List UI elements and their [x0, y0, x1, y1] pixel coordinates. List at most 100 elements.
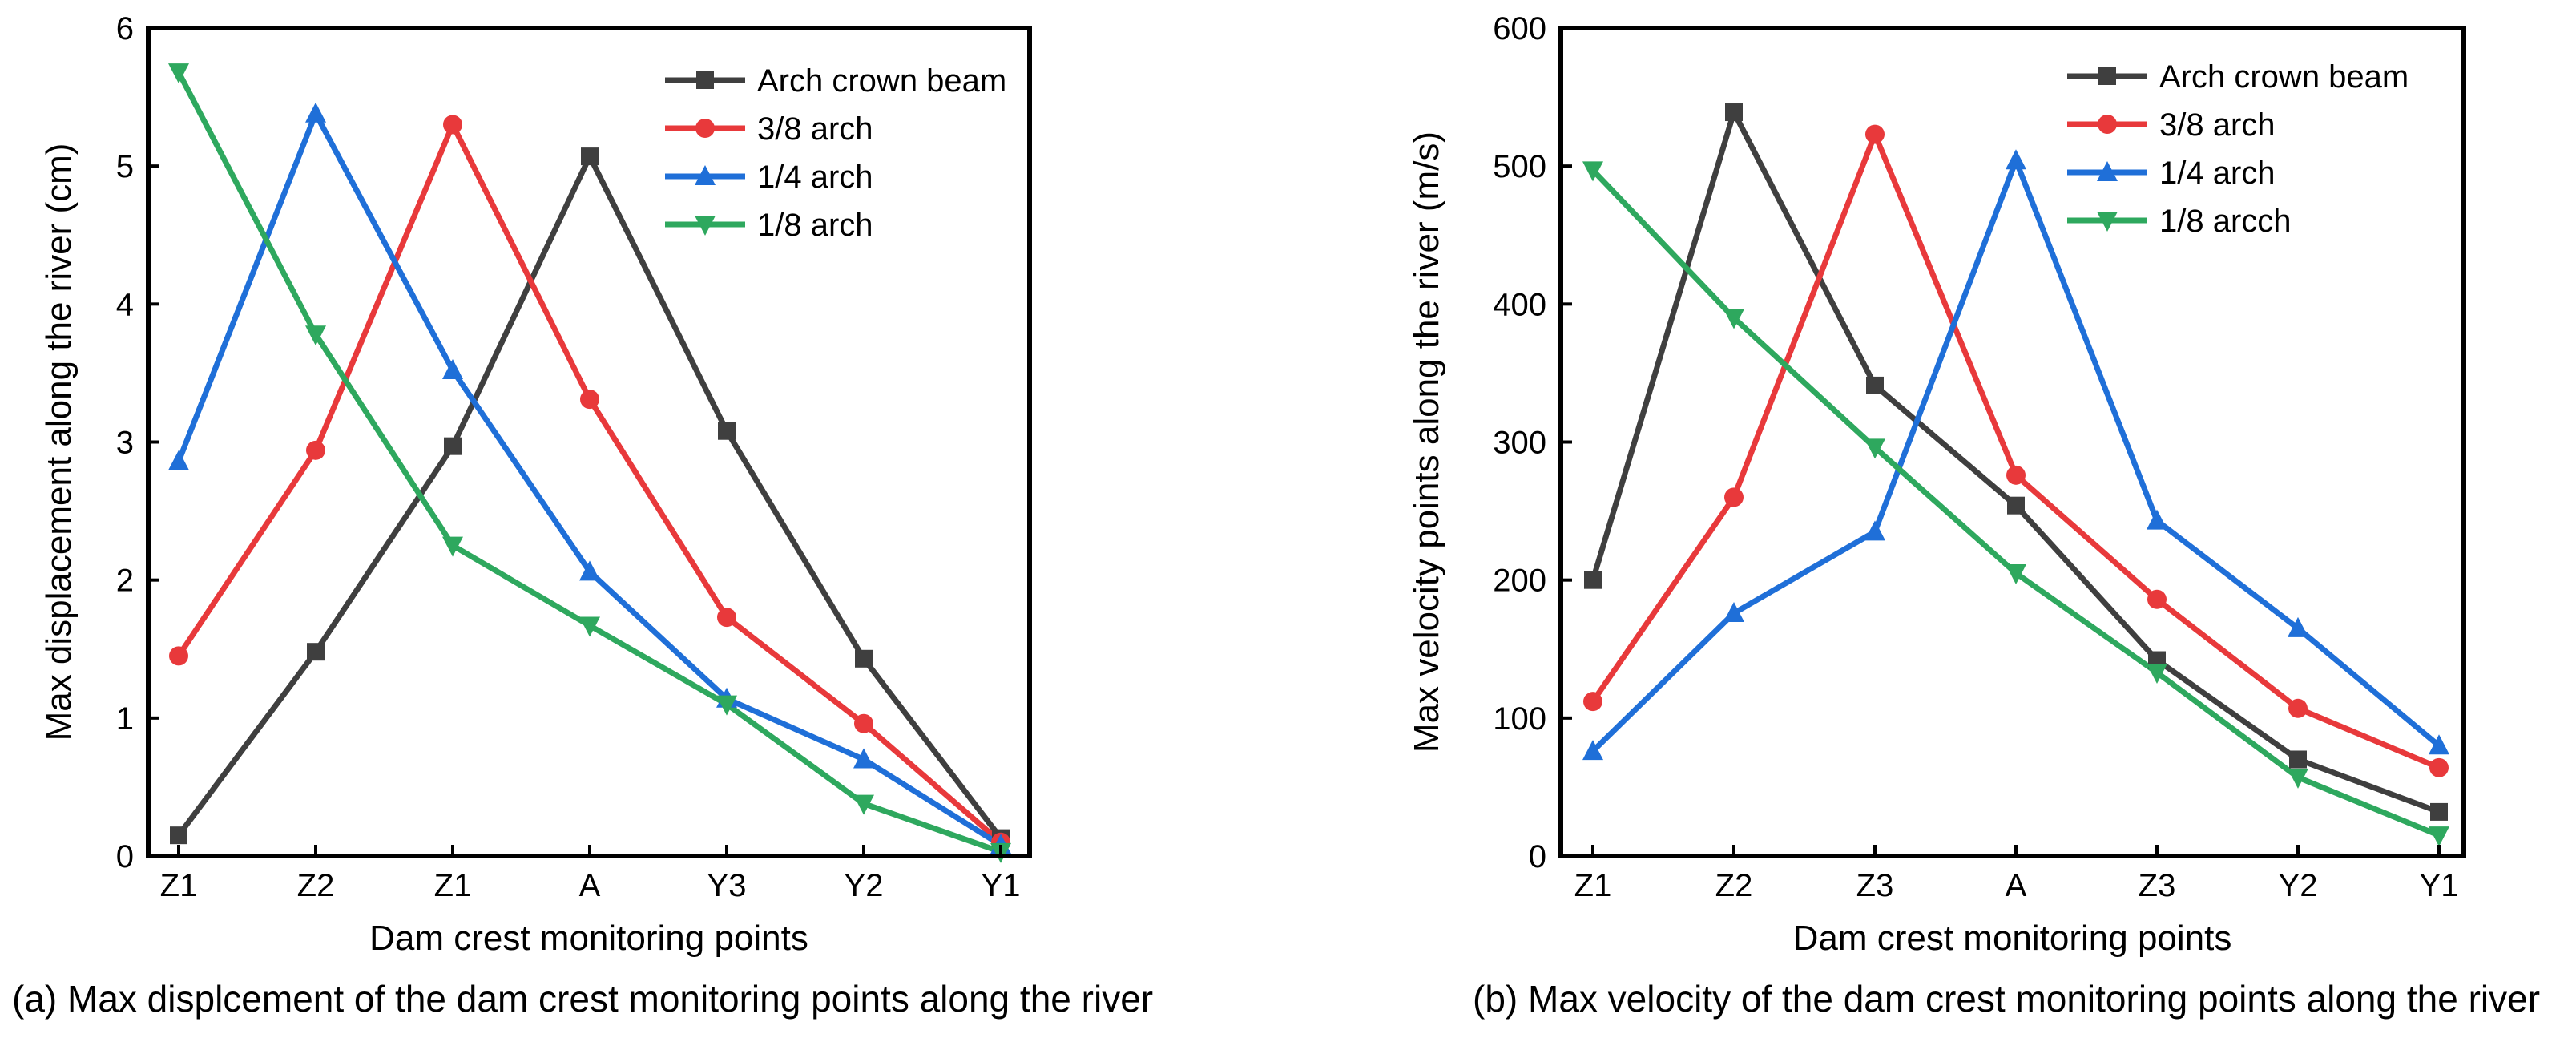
data-point-1-6 [2289, 750, 2307, 769]
y-tick-label: 0 [1529, 839, 1546, 874]
x-axis-label: Dam crest monitoring points [1793, 919, 2232, 958]
data-point-1-1 [1584, 571, 1602, 589]
legend: Arch crown beam 3/8 arch 1/4 arch 1/8 arch [665, 63, 1006, 243]
legend-marker-2 [2098, 115, 2117, 134]
data-point-3-2 [1723, 601, 1744, 622]
y-tick-label: 200 [1493, 563, 1546, 599]
data-point-1-3 [1866, 376, 1884, 394]
data-point-3-4 [579, 560, 600, 581]
data-point-3-5 [2147, 509, 2167, 530]
figure-caption: (b) Max velocity of the dam crest monito… [1473, 978, 2540, 1020]
y-tick-label: 3 [116, 426, 134, 461]
x-tick-label: Z1 [160, 868, 198, 903]
legend-marker-3 [695, 165, 716, 185]
x-tick-label: Z3 [2139, 868, 2176, 903]
data-point-2-5 [717, 608, 736, 628]
data-point-4-1 [168, 63, 189, 84]
x-tick-label: Z1 [434, 868, 472, 903]
data-point-4-2 [1723, 309, 1744, 329]
data-point-1-5 [718, 422, 736, 440]
data-point-1-4 [2007, 496, 2025, 515]
series-line-2 [176, 122, 1003, 845]
data-point-2-5 [2147, 589, 2167, 609]
legend-marker-2 [695, 119, 715, 138]
legend-entry-4: 1/8 arcch [2159, 204, 2292, 239]
data-point-3-6 [853, 748, 874, 769]
x-tick-label: Z1 [1574, 868, 1612, 903]
data-point-2-1 [169, 646, 188, 666]
legend-marker-3 [2097, 161, 2118, 181]
data-point-1-2 [1725, 103, 1743, 122]
legend-entry-3: 1/4 arch [2159, 155, 2276, 191]
legend-entry-1: Arch crown beam [2159, 59, 2409, 95]
legend-marker-1 [696, 71, 714, 89]
series-line-2 [1590, 131, 2441, 771]
series-line-1 [1590, 109, 2441, 815]
x-tick-label: Z2 [297, 868, 335, 903]
y-tick-label: 500 [1493, 149, 1546, 184]
data-point-3-1 [1582, 740, 1603, 761]
data-point-3-7 [2429, 734, 2449, 755]
data-point-4-6 [853, 794, 874, 815]
y-axis-label: Max velocity points along the river (m/s… [1407, 131, 1446, 753]
series-line-3 [1590, 157, 2441, 753]
data-point-2-4 [2006, 465, 2026, 485]
legend-marker-4 [695, 216, 716, 236]
x-tick-label: Y1 [982, 868, 1021, 903]
data-point-2-6 [854, 713, 873, 733]
y-tick-label: 6 [116, 11, 134, 46]
data-point-2-4 [580, 390, 599, 410]
data-point-1-4 [581, 147, 599, 166]
data-point-4-7 [2429, 826, 2449, 847]
data-point-4-1 [1582, 161, 1603, 182]
data-point-3-4 [2006, 149, 2026, 170]
figure-caption: (a) Max displcement of the dam crest mon… [12, 978, 1153, 1020]
legend-entry-3: 1/4 arch [757, 160, 873, 195]
data-point-3-1 [168, 450, 189, 470]
data-point-2-2 [306, 440, 325, 460]
y-tick-label: 5 [116, 149, 134, 184]
x-tick-label: Y1 [2420, 868, 2459, 903]
y-tick-label: 2 [116, 563, 134, 599]
y-tick-label: 4 [116, 287, 134, 322]
data-point-1-1 [170, 826, 187, 845]
data-point-2-1 [1583, 692, 1602, 712]
legend-entry-2: 3/8 arch [757, 111, 873, 147]
data-point-4-6 [2288, 768, 2308, 789]
legend-entry-1: Arch crown beam [757, 63, 1006, 99]
data-point-4-5 [716, 695, 737, 716]
data-point-1-7 [2430, 802, 2448, 821]
x-tick-label: Y2 [845, 868, 884, 903]
y-tick-label: 300 [1493, 426, 1546, 461]
legend-marker-1 [2098, 67, 2116, 85]
data-point-2-7 [2429, 757, 2449, 777]
data-point-3-2 [305, 102, 326, 123]
data-point-4-3 [442, 536, 463, 557]
y-tick-label: 100 [1493, 701, 1546, 737]
plot-frame [1558, 26, 2466, 858]
x-tick-label: Z3 [1856, 868, 1894, 903]
legend-entry-4: 1/8 arch [757, 208, 873, 243]
data-point-4-4 [2006, 564, 2026, 585]
y-tick-label: 600 [1493, 11, 1546, 46]
data-point-4-4 [579, 616, 600, 637]
data-point-2-3 [1865, 124, 1885, 144]
data-point-3-3 [1864, 520, 1885, 541]
data-point-2-3 [443, 115, 462, 135]
data-point-3-3 [442, 358, 463, 379]
data-point-3-6 [2288, 616, 2308, 637]
x-tick-label: Y2 [2279, 868, 2318, 903]
data-point-4-2 [305, 325, 326, 346]
legend: Arch crown beam 3/8 arch 1/4 arch 1/8 arcch [2067, 59, 2409, 239]
x-tick-label: Y3 [707, 868, 747, 903]
x-tick-label: A [2006, 868, 2027, 903]
x-axis-label: Dam crest monitoring points [369, 919, 808, 958]
data-point-2-6 [2288, 698, 2308, 718]
data-point-1-2 [307, 643, 325, 661]
chart-panel-b: 0 100 200 300 400 500 600 Z1 Z2 Z3 A Z3 Y2 Y1 Dam cres… [1407, 11, 2540, 1020]
x-tick-label: Z2 [1715, 868, 1753, 903]
legend-marker-4 [2097, 212, 2118, 232]
chart-panel-a: 0 1 2 3 4 5 6 Z1 Z2 Z1 A Y3 Y2 Y1 Dam crest monitoring… [12, 11, 1153, 1020]
y-tick-label: 1 [116, 701, 134, 737]
